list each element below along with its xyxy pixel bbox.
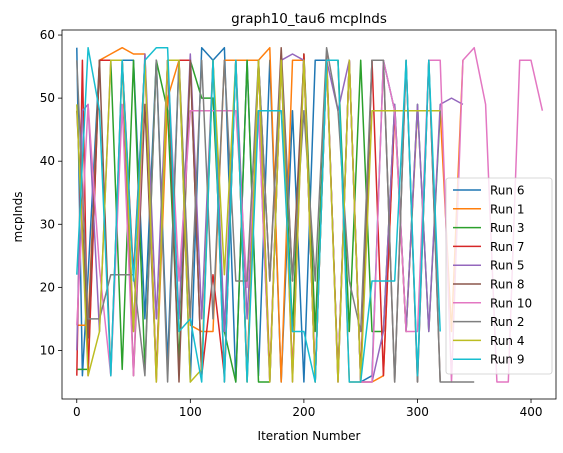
y-tick-label: 60: [40, 28, 55, 42]
x-tick-label: 100: [179, 405, 202, 419]
x-axis-label: Iteration Number: [258, 429, 361, 443]
x-tick-label: 400: [520, 405, 543, 419]
legend-label: Run 2: [490, 315, 524, 329]
legend-label: Run 3: [490, 221, 524, 235]
y-tick-label: 40: [40, 154, 55, 168]
x-tick-label: 0: [73, 405, 81, 419]
y-axis-label: mcpInds: [11, 192, 25, 243]
y-axis-ticks: 10 20 30 40 50 60: [40, 28, 62, 357]
y-tick-label: 30: [40, 217, 55, 231]
x-axis-ticks: 0 100 200 300 400: [73, 399, 543, 419]
y-tick-label: 10: [40, 343, 55, 357]
x-tick-label: 200: [292, 405, 315, 419]
chart-title: graph10_tau6 mcpInds: [231, 11, 387, 27]
y-tick-label: 20: [40, 280, 55, 294]
y-tick-label: 50: [40, 91, 55, 105]
legend-label: Run 1: [490, 202, 524, 216]
legend-label: Run 5: [490, 259, 524, 273]
legend: Run 6 Run 1 Run 3 Run 7 Run 5 Run 8 Run 10 Run …: [446, 178, 552, 374]
legend-label: Run 9: [490, 353, 524, 367]
legend-label: Run 6: [490, 184, 524, 198]
legend-label: Run 4: [490, 334, 524, 348]
x-tick-label: 300: [406, 405, 429, 419]
legend-label: Run 7: [490, 240, 524, 254]
legend-label: Run 8: [490, 278, 524, 292]
legend-label: Run 10: [490, 296, 532, 310]
